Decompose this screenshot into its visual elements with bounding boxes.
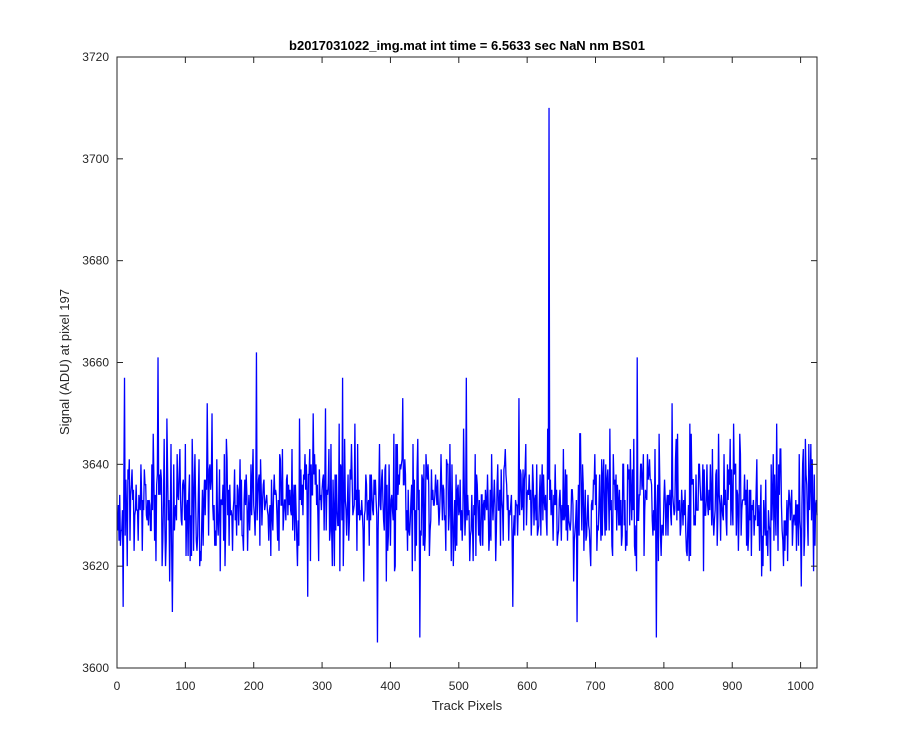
x-tick-label: 200 — [244, 679, 264, 693]
y-tick-label: 3720 — [82, 50, 109, 64]
x-tick-label: 100 — [175, 679, 195, 693]
plot-area: 0 100 200 300 400 500 600 700 800 900 1000 3600 3620… — [82, 50, 818, 693]
data-layer — [117, 107, 818, 643]
x-axis-label: Track Pixels — [432, 698, 503, 713]
axes-background — [117, 57, 817, 668]
x-tick-label: 300 — [312, 679, 332, 693]
chart-title: b2017031022_img.mat int time = 6.5633 se… — [289, 38, 645, 53]
y-axis-label: Signal (ADU) at pixel 197 — [57, 289, 72, 435]
x-tick-label: 600 — [517, 679, 537, 693]
x-tick-label: 1000 — [787, 679, 814, 693]
x-tick-label: 700 — [586, 679, 606, 693]
signal-series-line — [117, 107, 818, 643]
x-tick-label: 400 — [380, 679, 400, 693]
x-tick-label: 900 — [722, 679, 742, 693]
y-tick-label: 3600 — [82, 661, 109, 675]
x-tick-label: 800 — [654, 679, 674, 693]
tick-layer: 0 100 200 300 400 500 600 700 800 900 1000 3600 3620… — [82, 50, 817, 693]
y-tick-label: 3680 — [82, 254, 109, 268]
y-tick-label: 3660 — [82, 356, 109, 370]
y-tick-label: 3700 — [82, 152, 109, 166]
y-tick-label: 3640 — [82, 457, 109, 471]
x-tick-label: 500 — [449, 679, 469, 693]
y-tick-label: 3620 — [82, 559, 109, 573]
x-tick-label: 0 — [114, 679, 121, 693]
